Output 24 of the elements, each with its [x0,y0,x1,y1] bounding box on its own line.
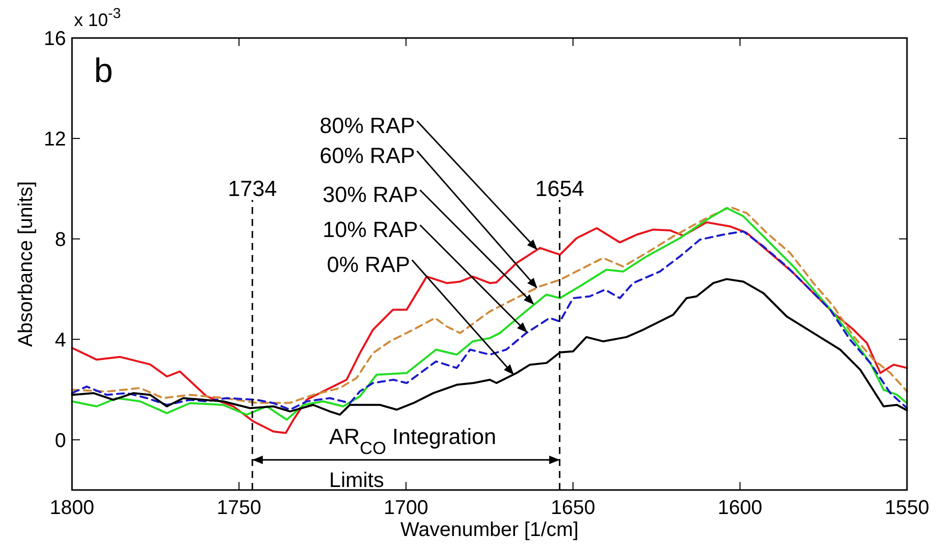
y-tick-label: 4 [54,329,66,352]
x-tick-label: 1700 [384,497,428,519]
text: 60% RAP [320,143,415,168]
x-tick-label: 1600 [718,497,762,519]
x-axis-title: Wavenumber [1/cm] [400,519,579,541]
annotation: AR$_{CO}$ Integration [329,424,496,458]
x-tick-label: 1550 [884,497,930,519]
y-tick-label: 12 [44,128,66,150]
text: 80% RAP [320,113,415,138]
text: x 10$^{-3}$ [74,6,121,30]
y-tick-label: 16 [44,28,66,50]
x-tick-label: 1750 [216,497,262,519]
text: 30% RAP [322,182,418,207]
annotation: Limits [329,469,384,492]
annotation: b [94,52,113,90]
x-tick-label: 1800 [50,497,94,519]
y-axis-title: Absorbance [units] [15,181,37,347]
text: 0% RAP [326,252,410,277]
ref-line-label: 1654 [535,176,584,201]
x-tick-label: 1650 [550,497,596,519]
y-tick-label: 8 [54,228,66,251]
y-tick-label: 0 [54,430,66,452]
text: 10% RAP [322,217,418,242]
annotation: 1734 [228,176,277,201]
